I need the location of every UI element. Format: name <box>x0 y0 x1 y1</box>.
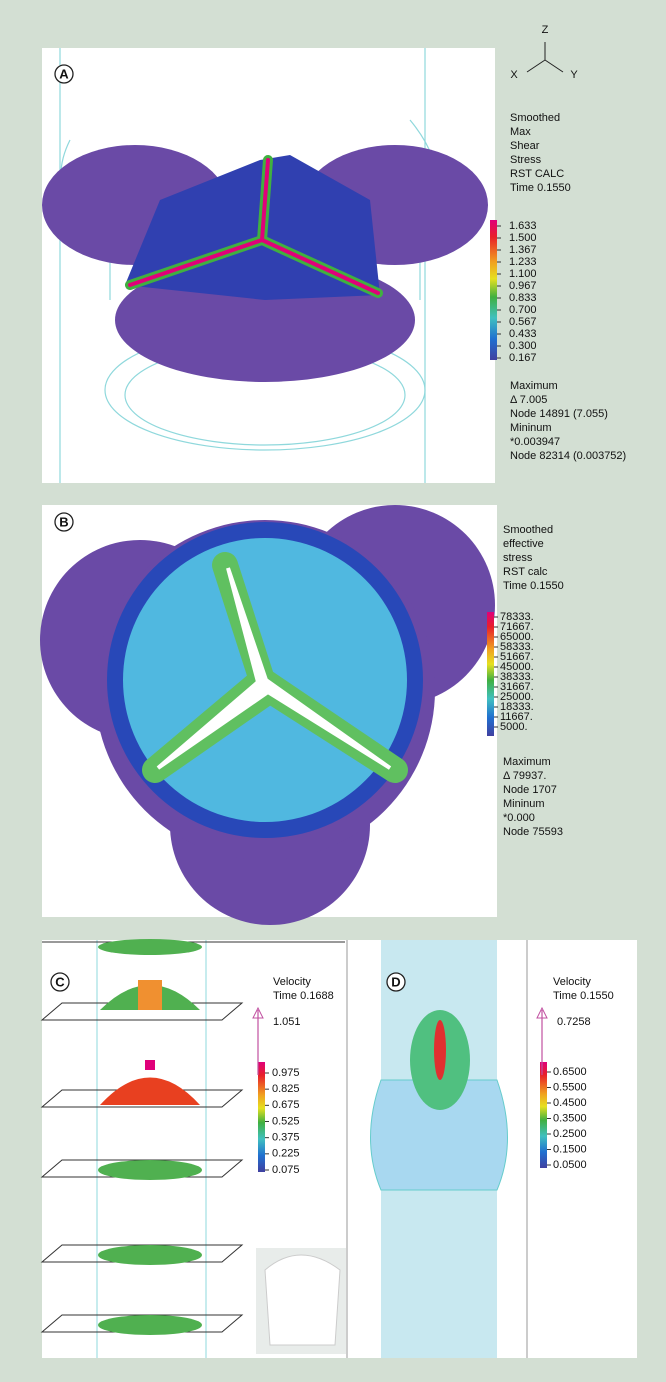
legend-label: 25000. <box>500 691 534 703</box>
stat: Node 75593 <box>503 826 563 838</box>
legend-label: 71667. <box>500 621 534 633</box>
heading: Smoothed <box>510 112 560 124</box>
stat: Δ 7.005 <box>510 394 547 406</box>
arrow-label: 0.7258 <box>557 1016 591 1028</box>
heading: Velocity <box>553 976 591 988</box>
heading: Time 0.1550 <box>503 580 564 592</box>
orifice <box>156 567 392 770</box>
heading: Smoothed <box>503 524 553 536</box>
legend-label: 1.233 <box>509 256 537 268</box>
heading: effective <box>503 538 544 550</box>
arrow-head <box>536 1006 548 1019</box>
panel-badge <box>54 512 74 532</box>
stat: Mininum <box>503 798 545 810</box>
panel-label: A <box>59 66 69 81</box>
colorbar <box>258 1062 265 1172</box>
arrow-label: 1.051 <box>273 1016 301 1028</box>
legend-label: 1.100 <box>509 268 537 280</box>
legend-label: 0.675 <box>272 1099 300 1111</box>
stat: Maximum <box>510 380 558 392</box>
heading: Time 0.1550 <box>510 182 571 194</box>
panel-label: D <box>391 974 400 989</box>
legend-label: 51667. <box>500 651 534 663</box>
heading: Time 0.1550 <box>553 990 614 1002</box>
legend-label: 0.5500 <box>553 1081 587 1093</box>
stat: Δ 79937. <box>503 770 546 782</box>
panel-badge <box>54 64 74 84</box>
legend-label: 18333. <box>500 701 534 713</box>
stat: *0.000 <box>503 812 535 824</box>
legend-label: 0.0500 <box>553 1159 587 1171</box>
colorbar <box>540 1062 547 1168</box>
axis-label: Z <box>542 24 549 36</box>
axis-label: X <box>510 69 518 81</box>
colorbar <box>490 220 497 360</box>
stat: Node 14891 (7.055) <box>510 408 608 420</box>
legend-label: 0.433 <box>509 328 537 340</box>
legend-label: 0.975 <box>272 1067 300 1079</box>
arrow-head <box>252 1006 264 1019</box>
stat: *0.003947 <box>510 436 560 448</box>
legend-label: 0.967 <box>509 280 537 292</box>
panel-badge <box>386 972 406 992</box>
legend-label: 0.300 <box>509 340 537 352</box>
legend-label: 0.6500 <box>553 1066 587 1078</box>
legend-label: 0.2500 <box>553 1128 587 1140</box>
heading: Stress <box>510 154 542 166</box>
legend-label: 0.825 <box>272 1083 300 1095</box>
legend-label: 65000. <box>500 631 534 643</box>
legend-label: 0.700 <box>509 304 537 316</box>
axis-triad <box>526 42 564 73</box>
sim-c <box>40 939 346 1358</box>
legend-label: 5000. <box>500 721 528 733</box>
colorbar <box>487 612 494 736</box>
legend-label: 58333. <box>500 641 534 653</box>
axis-label: Y <box>570 69 578 81</box>
legend-label: 0.4500 <box>553 1097 587 1109</box>
legend-label: 11667. <box>500 711 533 723</box>
stat: Mininum <box>510 422 552 434</box>
legend-label: 38333. <box>500 671 534 683</box>
legend-label: 1.633 <box>509 220 537 232</box>
heading: Time 0.1688 <box>273 990 334 1002</box>
legend-label: 45000. <box>500 661 534 673</box>
legend-label: 1.500 <box>509 232 537 244</box>
legend-label: 0.167 <box>509 352 537 364</box>
panel-label: C <box>55 974 65 989</box>
stress-seam <box>125 155 383 298</box>
heading: Velocity <box>273 976 311 988</box>
legend-label: 0.1500 <box>553 1143 587 1155</box>
sim-d <box>370 940 508 1358</box>
stat: Maximum <box>503 756 551 768</box>
panel-badge <box>50 972 70 992</box>
legend-label: 1.367 <box>509 244 537 256</box>
legend-label: 0.567 <box>509 316 537 328</box>
legend-label: 31667. <box>500 681 534 693</box>
legend-label: 0.225 <box>272 1148 300 1160</box>
panel-label: B <box>59 514 68 529</box>
heading: Shear <box>510 140 540 152</box>
legend-label: 78333. <box>500 611 534 623</box>
heading: Max <box>510 126 531 138</box>
stat: Node 82314 (0.003752) <box>510 450 626 462</box>
heading: RST calc <box>503 566 548 578</box>
heading: RST CALC <box>510 168 564 180</box>
stat: Node 1707 <box>503 784 557 796</box>
legend-label: 0.3500 <box>553 1112 587 1124</box>
legend-label: 0.525 <box>272 1115 300 1127</box>
legend-label: 0.075 <box>272 1164 300 1176</box>
legend-label: 0.833 <box>509 292 537 304</box>
heading: stress <box>503 552 533 564</box>
legend-label: 0.375 <box>272 1132 300 1144</box>
